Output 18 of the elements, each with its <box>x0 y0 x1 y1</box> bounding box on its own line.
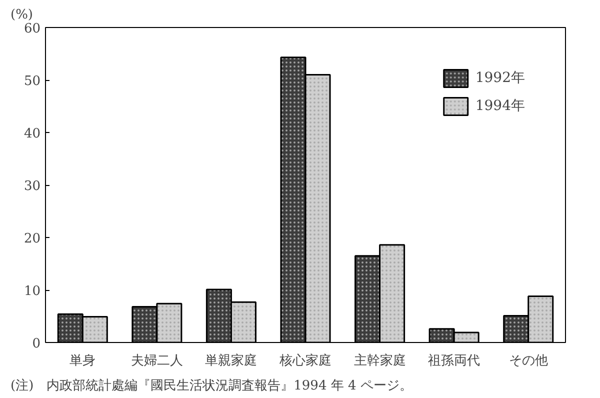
x-tick-label: 祖孫両代 <box>428 354 480 368</box>
x-tick-label: その他 <box>508 354 548 368</box>
legend-label: 1992年 <box>475 69 525 87</box>
x-tick-label: 単親家庭 <box>205 352 258 368</box>
x-tick-label: 主幹家庭 <box>354 352 406 368</box>
y-tick-label: 30 <box>24 179 41 194</box>
y-tick-label: 10 <box>24 284 41 299</box>
legend-label: 1994年 <box>475 97 525 115</box>
x-tick-label: 夫婦二人 <box>130 354 183 368</box>
y-axis-title: (%) <box>10 8 33 22</box>
y-tick-label: 50 <box>24 74 41 89</box>
y-tick-label: 0 <box>32 336 41 352</box>
y-tick-label: 60 <box>24 22 41 36</box>
y-tick-label: 40 <box>24 126 41 142</box>
x-tick-label: 単身 <box>70 354 96 368</box>
text: (注) 内政部統計處編『國民生活状況調査報告』1994 年 4 ページ。 <box>10 378 412 394</box>
x-tick-label: 核心家庭 <box>278 352 332 368</box>
y-tick-label: 20 <box>24 232 41 246</box>
